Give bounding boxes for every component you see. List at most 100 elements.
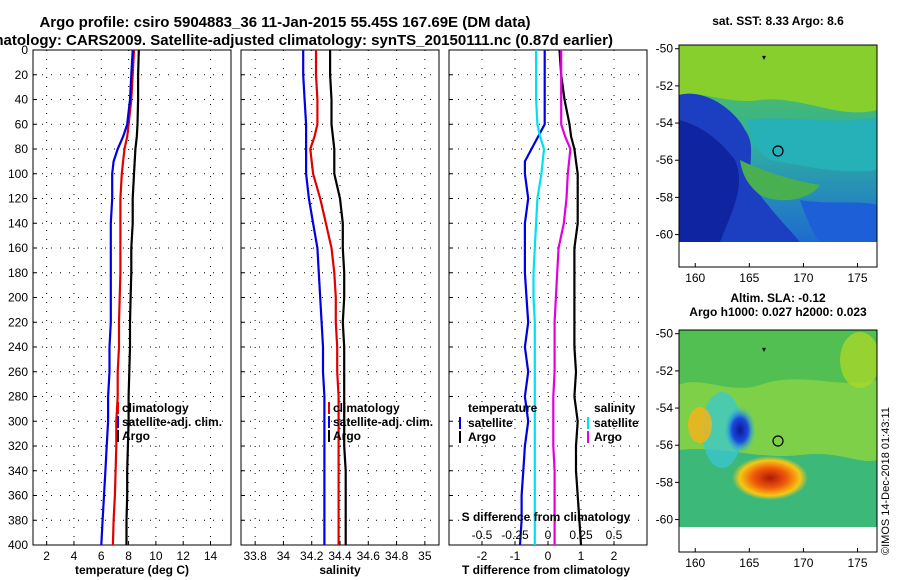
x-tick-label: -2 — [477, 549, 488, 563]
x-tick-label: 35 — [418, 549, 432, 563]
map-y-tick-label: -60 — [656, 513, 674, 527]
map-y-tick-label: -52 — [656, 364, 674, 378]
sst-south-region — [800, 200, 877, 242]
sst-x-ticks: 160 165 170 175 — [685, 263, 868, 285]
difference-panel: -2 -1 0 1 2 -0.5 -0.25 0 0.25 0.5 S difference f… — [448, 49, 648, 577]
depth-tick-label: 60 — [15, 117, 29, 131]
temperature-lines — [100, 49, 140, 546]
depth-tick-label: 280 — [8, 390, 28, 404]
difference-lines — [518, 49, 583, 546]
map-y-tick-label: -50 — [656, 327, 674, 341]
depth-tick-label: 240 — [8, 340, 28, 354]
depth-tick-label: 300 — [8, 414, 28, 428]
depth-tick-label: 0 — [21, 43, 28, 57]
depth-tick-label: 320 — [8, 439, 28, 453]
salinity-grid — [241, 49, 439, 546]
x-tick-label: 2 — [43, 549, 50, 563]
series-line-climatology — [309, 50, 340, 545]
salinity-xlabel: salinity — [319, 563, 361, 577]
sla-low-anomaly — [724, 406, 756, 454]
s-difference-xlabel: S difference from climatology — [462, 510, 631, 524]
legend-label-s-satellite: satellite — [594, 416, 639, 430]
depth-tick-label: 120 — [8, 192, 28, 206]
map-x-tick-label: 170 — [793, 556, 813, 570]
difference-x-ticks-salinity: -0.5 -0.25 0 0.25 0.5 — [472, 528, 623, 542]
map-y-tick-label: -56 — [656, 438, 674, 452]
depth-tick-label: 340 — [8, 464, 28, 478]
main-title-line1: Argo profile: csiro 5904883_36 11-Jan-20… — [39, 14, 530, 31]
map-x-tick-label: 175 — [848, 271, 868, 285]
map-x-tick-label: 175 — [848, 556, 868, 570]
legend-label-climatology: climatology — [122, 401, 189, 415]
x-tick-label: 6 — [98, 549, 105, 563]
map-y-tick-label: -54 — [656, 401, 674, 415]
legend-label-t-argo: Argo — [468, 430, 496, 444]
map-x-tick-label: 165 — [739, 271, 759, 285]
sst-warm-band — [679, 45, 877, 113]
x-tick-label: 8 — [125, 549, 132, 563]
difference-x-ticks: -2 -1 0 1 2 — [477, 549, 618, 563]
x-tick-label: 4 — [71, 549, 78, 563]
x-tick-label: 34.8 — [385, 549, 409, 563]
x-tick-label: 33.8 — [243, 549, 267, 563]
sla-high-anomaly — [732, 456, 808, 500]
sla-map-frame-outline — [678, 329, 878, 553]
sst-cold-core — [679, 120, 740, 242]
series-line-satellite-adj-clim- — [302, 50, 326, 545]
sla-x-ticks: 160 165 170 175 — [685, 548, 868, 570]
x-tick-label: 0 — [545, 549, 552, 563]
main-title-line2: Climatology: CARS2009. Satellite-adjuste… — [0, 32, 613, 49]
sla-missing-data — [679, 527, 877, 552]
sst-map-frame — [678, 44, 878, 268]
sla-y-ticks: -50 -52 -54 -56 -58 -60 — [656, 327, 679, 527]
x-tick-label: 34 — [277, 549, 291, 563]
map-y-tick-label: -58 — [656, 190, 674, 204]
map-y-tick-label: -50 — [656, 42, 674, 56]
map-y-tick-label: -60 — [656, 228, 674, 242]
sla-map-title-line1: Altim. SLA: -0.12 — [730, 291, 826, 305]
sla-island-mark: ▾ — [762, 345, 766, 354]
sla-warm-patch — [688, 407, 712, 443]
depth-tick-label: 40 — [15, 93, 29, 107]
map-x-tick-label: 165 — [739, 556, 759, 570]
depth-tick-label: 360 — [8, 489, 28, 503]
x-tick-label: 2 — [611, 549, 618, 563]
x-tick-label: -1 — [510, 549, 521, 563]
temperature-panel: 2 4 6 8 10 12 14 temperature (deg C) — [32, 49, 232, 577]
series-line-argo — [329, 50, 347, 545]
series-line-argo — [125, 49, 140, 545]
salinity-lines — [302, 50, 347, 545]
x-tick-label: 1 — [578, 549, 585, 563]
sla-east-patch — [840, 332, 877, 388]
depth-tick-label: 380 — [8, 513, 28, 527]
salinity-x-ticks: 33.8 34 34.2 34.4 34.6 34.8 35 — [243, 549, 431, 563]
series-line-s-argo — [552, 50, 572, 545]
depth-tick-label: 400 — [8, 538, 28, 552]
salinity-legend: climatology satellite-adj. clim. Argo — [328, 401, 433, 443]
sst-map-title: sat. SST: 8.33 Argo: 8.6 — [712, 14, 844, 28]
depth-tick-label: 220 — [8, 315, 28, 329]
s-x-tick-label: -0.25 — [501, 528, 529, 542]
legend-label-argo: Argo — [333, 429, 361, 443]
legend-label-t-satellite: satellite — [468, 416, 513, 430]
depth-y-ticks: 0 20 40 60 80 100 120 140 160 180 200 220 240 260 280 3… — [8, 43, 28, 552]
map-y-tick-label: -52 — [656, 79, 674, 93]
series-line-t-satellite — [518, 50, 546, 546]
x-tick-label: 34.2 — [300, 549, 324, 563]
sst-front — [740, 160, 820, 201]
sst-island-mark: ▾ — [762, 53, 766, 62]
difference-grid — [449, 49, 647, 546]
depth-tick-label: 80 — [15, 142, 29, 156]
sla-north-band — [679, 330, 877, 388]
depth-tick-label: 100 — [8, 167, 28, 181]
x-tick-label: 10 — [149, 549, 163, 563]
map-x-tick-label: 160 — [685, 556, 705, 570]
difference-legend: temperature satellite Argo salinity sate… — [459, 401, 639, 444]
map-y-tick-label: -56 — [656, 153, 674, 167]
series-line-t-argo — [558, 49, 583, 546]
legend-label-s-argo: Argo — [594, 430, 622, 444]
series-line-climatology — [111, 49, 136, 546]
x-tick-label: 12 — [177, 549, 191, 563]
series-line-s-satellite — [532, 50, 546, 545]
